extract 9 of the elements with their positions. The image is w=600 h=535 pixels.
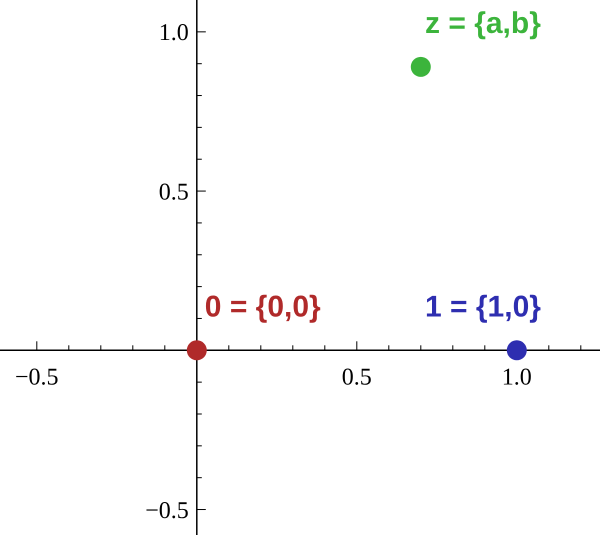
y-tick-label: 1.0	[158, 20, 189, 46]
y-tick-label: −0.5	[145, 498, 189, 524]
x-tick-label: 1.0	[502, 364, 532, 390]
series-label: 1 = {1,0}	[425, 290, 542, 324]
y-tick-label: 0.5	[158, 179, 189, 206]
series-label: z = {a,b}	[425, 6, 542, 40]
x-tick-label: −0.5	[15, 364, 59, 390]
series-label: 0 = {0,0}	[204, 290, 322, 324]
x-tick-label: 0.5	[342, 364, 372, 390]
